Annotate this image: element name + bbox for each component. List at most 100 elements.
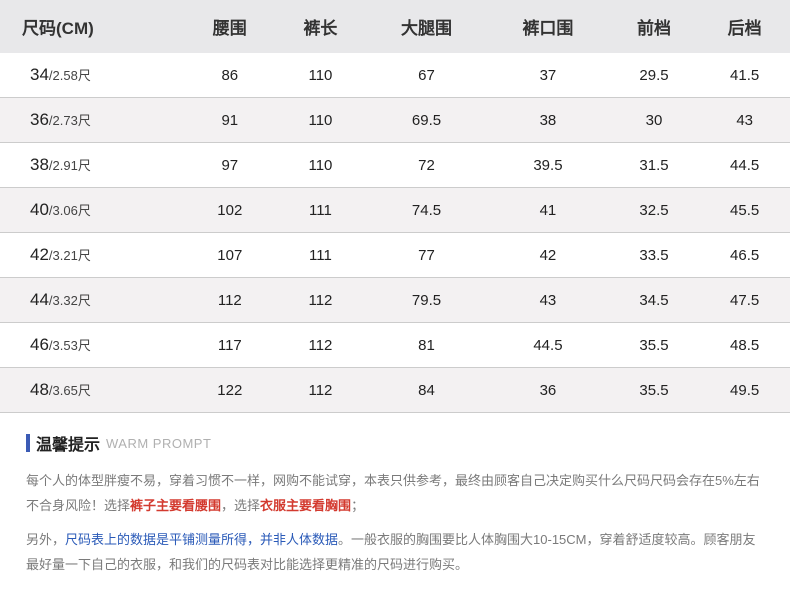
table-row: 46/3.53尺1171128144.535.548.5 xyxy=(0,323,790,368)
value-cell: 47.5 xyxy=(699,278,790,323)
size-sub: /3.32尺 xyxy=(49,293,91,308)
value-cell: 44.5 xyxy=(699,143,790,188)
value-cell: 42 xyxy=(487,233,608,278)
value-cell: 111 xyxy=(275,233,366,278)
value-cell: 33.5 xyxy=(609,233,700,278)
col-header-2: 裤长 xyxy=(275,0,366,53)
table-row: 40/3.06尺10211174.54132.545.5 xyxy=(0,188,790,233)
size-main: 34 xyxy=(30,65,49,84)
size-main: 36 xyxy=(30,110,49,129)
size-table-body: 34/2.58尺86110673729.541.536/2.73尺9111069… xyxy=(0,53,790,413)
size-cell: 40/3.06尺 xyxy=(0,188,184,233)
prompt-text-1b: ，选择 xyxy=(221,498,260,513)
value-cell: 38 xyxy=(487,98,608,143)
prompt-paragraph-1: 每个人的体型胖瘦不易，穿着习惯不一样，网购不能试穿，本表只供参考，最终由顾客自己… xyxy=(26,469,764,518)
value-cell: 112 xyxy=(275,278,366,323)
value-cell: 41 xyxy=(487,188,608,233)
col-header-6: 后档 xyxy=(699,0,790,53)
size-cell: 44/3.32尺 xyxy=(0,278,184,323)
size-main: 48 xyxy=(30,380,49,399)
value-cell: 112 xyxy=(275,368,366,413)
value-cell: 84 xyxy=(366,368,487,413)
size-sub: /2.58尺 xyxy=(49,68,91,83)
value-cell: 69.5 xyxy=(366,98,487,143)
value-cell: 79.5 xyxy=(366,278,487,323)
value-cell: 36 xyxy=(487,368,608,413)
value-cell: 97 xyxy=(184,143,275,188)
size-sub: /3.21尺 xyxy=(49,248,91,263)
col-header-3: 大腿围 xyxy=(366,0,487,53)
warm-prompt-section: 温馨提示 WARM PROMPT 每个人的体型胖瘦不易，穿着习惯不一样，网购不能… xyxy=(0,413,790,610)
value-cell: 107 xyxy=(184,233,275,278)
value-cell: 72 xyxy=(366,143,487,188)
size-sub: /3.06尺 xyxy=(49,203,91,218)
size-main: 38 xyxy=(30,155,49,174)
value-cell: 110 xyxy=(275,143,366,188)
title-bar-icon xyxy=(26,434,30,452)
value-cell: 43 xyxy=(487,278,608,323)
value-cell: 111 xyxy=(275,188,366,233)
value-cell: 48.5 xyxy=(699,323,790,368)
value-cell: 110 xyxy=(275,53,366,98)
value-cell: 30 xyxy=(609,98,700,143)
value-cell: 112 xyxy=(275,323,366,368)
size-sub: /2.91尺 xyxy=(49,158,91,173)
size-table: 尺码(CM)腰围裤长大腿围裤口围前档后档 34/2.58尺86110673729… xyxy=(0,0,790,413)
size-cell: 36/2.73尺 xyxy=(0,98,184,143)
value-cell: 44.5 xyxy=(487,323,608,368)
value-cell: 46.5 xyxy=(699,233,790,278)
col-header-5: 前档 xyxy=(609,0,700,53)
size-table-header: 尺码(CM)腰围裤长大腿围裤口围前档后档 xyxy=(0,0,790,53)
prompt-highlight-clothes: 衣服主要看胸围 xyxy=(260,498,351,513)
value-cell: 31.5 xyxy=(609,143,700,188)
size-cell: 34/2.58尺 xyxy=(0,53,184,98)
col-header-0: 尺码(CM) xyxy=(0,0,184,53)
size-sub: /2.73尺 xyxy=(49,113,91,128)
value-cell: 34.5 xyxy=(609,278,700,323)
table-row: 42/3.21尺107111774233.546.5 xyxy=(0,233,790,278)
table-row: 36/2.73尺9111069.5383043 xyxy=(0,98,790,143)
size-cell: 48/3.65尺 xyxy=(0,368,184,413)
value-cell: 32.5 xyxy=(609,188,700,233)
value-cell: 110 xyxy=(275,98,366,143)
size-cell: 42/3.21尺 xyxy=(0,233,184,278)
prompt-text-2a: 另外， xyxy=(26,532,65,547)
prompt-text-1c: ； xyxy=(351,498,364,513)
table-row: 48/3.65尺122112843635.549.5 xyxy=(0,368,790,413)
value-cell: 43 xyxy=(699,98,790,143)
size-main: 42 xyxy=(30,245,49,264)
prompt-title: 温馨提示 WARM PROMPT xyxy=(26,431,764,455)
size-cell: 46/3.53尺 xyxy=(0,323,184,368)
col-header-4: 裤口围 xyxy=(487,0,608,53)
value-cell: 74.5 xyxy=(366,188,487,233)
size-sub: /3.65尺 xyxy=(49,383,91,398)
size-sub: /3.53尺 xyxy=(49,338,91,353)
size-main: 46 xyxy=(30,335,49,354)
value-cell: 35.5 xyxy=(609,368,700,413)
value-cell: 102 xyxy=(184,188,275,233)
value-cell: 45.5 xyxy=(699,188,790,233)
table-row: 34/2.58尺86110673729.541.5 xyxy=(0,53,790,98)
col-header-1: 腰围 xyxy=(184,0,275,53)
value-cell: 35.5 xyxy=(609,323,700,368)
value-cell: 29.5 xyxy=(609,53,700,98)
value-cell: 67 xyxy=(366,53,487,98)
value-cell: 112 xyxy=(184,278,275,323)
size-main: 44 xyxy=(30,290,49,309)
value-cell: 91 xyxy=(184,98,275,143)
value-cell: 77 xyxy=(366,233,487,278)
size-cell: 38/2.91尺 xyxy=(0,143,184,188)
size-main: 40 xyxy=(30,200,49,219)
value-cell: 49.5 xyxy=(699,368,790,413)
prompt-title-cn: 温馨提示 xyxy=(36,431,100,455)
value-cell: 86 xyxy=(184,53,275,98)
prompt-title-en: WARM PROMPT xyxy=(106,436,211,451)
value-cell: 81 xyxy=(366,323,487,368)
prompt-highlight-pants: 裤子主要看腰围 xyxy=(130,498,221,513)
value-cell: 117 xyxy=(184,323,275,368)
value-cell: 39.5 xyxy=(487,143,608,188)
table-row: 38/2.91尺971107239.531.544.5 xyxy=(0,143,790,188)
value-cell: 41.5 xyxy=(699,53,790,98)
value-cell: 122 xyxy=(184,368,275,413)
table-row: 44/3.32尺11211279.54334.547.5 xyxy=(0,278,790,323)
